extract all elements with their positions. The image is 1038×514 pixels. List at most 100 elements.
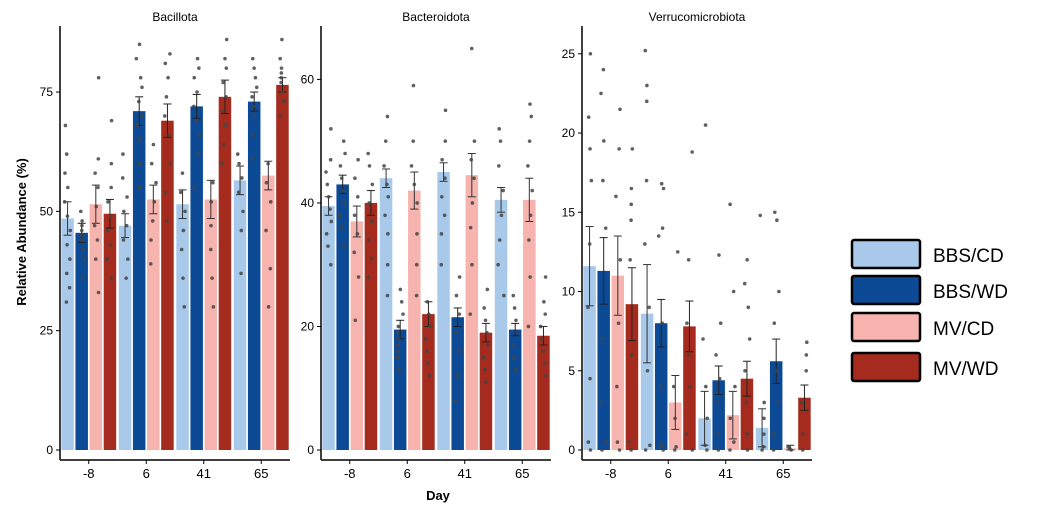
data-point	[251, 104, 256, 109]
data-point	[64, 152, 69, 156]
data-point	[618, 258, 623, 262]
data-point	[411, 139, 416, 143]
data-point	[341, 188, 345, 193]
data-point	[685, 321, 689, 326]
data-point	[415, 232, 419, 236]
data-point	[339, 176, 344, 181]
data-point	[454, 330, 458, 335]
data-point	[366, 275, 371, 279]
data-point	[386, 232, 390, 236]
data-point	[183, 209, 187, 214]
data-point	[356, 275, 361, 279]
data-point	[528, 275, 532, 279]
bar	[640, 313, 654, 450]
data-point	[280, 37, 284, 42]
data-point	[744, 400, 749, 405]
data-point	[601, 178, 605, 183]
x-tick-label: -8	[605, 466, 617, 481]
data-point	[62, 200, 67, 204]
bar	[176, 204, 189, 450]
data-point	[644, 178, 649, 183]
data-point	[629, 218, 633, 222]
data-point	[353, 176, 357, 181]
data-point	[747, 337, 752, 341]
data-point	[684, 432, 689, 436]
data-point	[197, 133, 202, 137]
data-point	[342, 201, 347, 205]
x-tick-label: -8	[344, 466, 356, 481]
data-point	[154, 180, 158, 185]
data-point	[805, 340, 809, 345]
data-point	[82, 257, 86, 261]
legend-swatch-mv-wd	[850, 351, 922, 383]
data-point	[515, 330, 520, 335]
bar	[103, 213, 117, 450]
data-point	[182, 305, 187, 309]
y-tick-label: 0	[307, 443, 314, 457]
data-point	[645, 83, 649, 88]
data-point	[715, 400, 720, 405]
data-point	[194, 118, 199, 123]
data-point	[732, 440, 736, 444]
x-tick-label: 65	[776, 466, 790, 481]
data-point	[134, 56, 139, 61]
data-point	[338, 164, 343, 168]
data-point	[152, 200, 157, 204]
data-point	[455, 374, 460, 378]
data-point	[192, 185, 197, 190]
bar	[276, 84, 289, 451]
data-point	[440, 157, 444, 162]
data-point	[457, 275, 462, 279]
data-point	[514, 318, 518, 323]
data-point	[250, 56, 255, 61]
data-point	[239, 271, 243, 276]
data-point	[728, 202, 732, 207]
data-point	[168, 52, 172, 56]
data-point	[468, 312, 473, 316]
data-point	[644, 99, 649, 104]
data-point	[67, 285, 72, 290]
x-tick-label: 6	[665, 466, 672, 481]
data-point	[627, 440, 631, 444]
data-point	[108, 242, 113, 247]
data-point	[513, 367, 518, 372]
data-point	[385, 293, 390, 298]
bar	[508, 329, 522, 450]
data-point	[538, 324, 543, 329]
data-point	[220, 161, 225, 166]
data-point	[68, 257, 72, 261]
data-point	[396, 337, 400, 341]
data-point	[96, 157, 101, 161]
data-point	[718, 321, 723, 326]
bar	[118, 225, 132, 450]
data-point	[439, 262, 444, 267]
y-tick-label: 5	[568, 364, 575, 378]
data-point	[603, 226, 608, 230]
data-point	[109, 185, 113, 190]
bar	[611, 275, 625, 450]
y-tick-label: 15	[562, 205, 576, 219]
data-point	[528, 213, 533, 218]
data-point	[482, 306, 486, 310]
bar	[218, 96, 232, 451]
data-point	[618, 107, 622, 112]
data-point	[485, 287, 490, 292]
bar	[190, 106, 203, 450]
data-point	[251, 157, 255, 161]
bar	[204, 199, 218, 450]
data-point	[209, 200, 213, 204]
data-point	[643, 242, 647, 246]
data-point	[192, 75, 197, 80]
data-point	[264, 180, 269, 185]
data-point	[501, 188, 505, 193]
data-point	[121, 238, 126, 242]
data-point	[426, 361, 430, 366]
data-point	[483, 367, 487, 372]
data-point	[241, 209, 245, 214]
legend-label-bbs-cd: BBS/CD	[933, 246, 1004, 267]
data-point	[760, 448, 764, 452]
data-point	[717, 253, 721, 257]
data-point	[329, 127, 333, 131]
data-point	[512, 306, 517, 310]
